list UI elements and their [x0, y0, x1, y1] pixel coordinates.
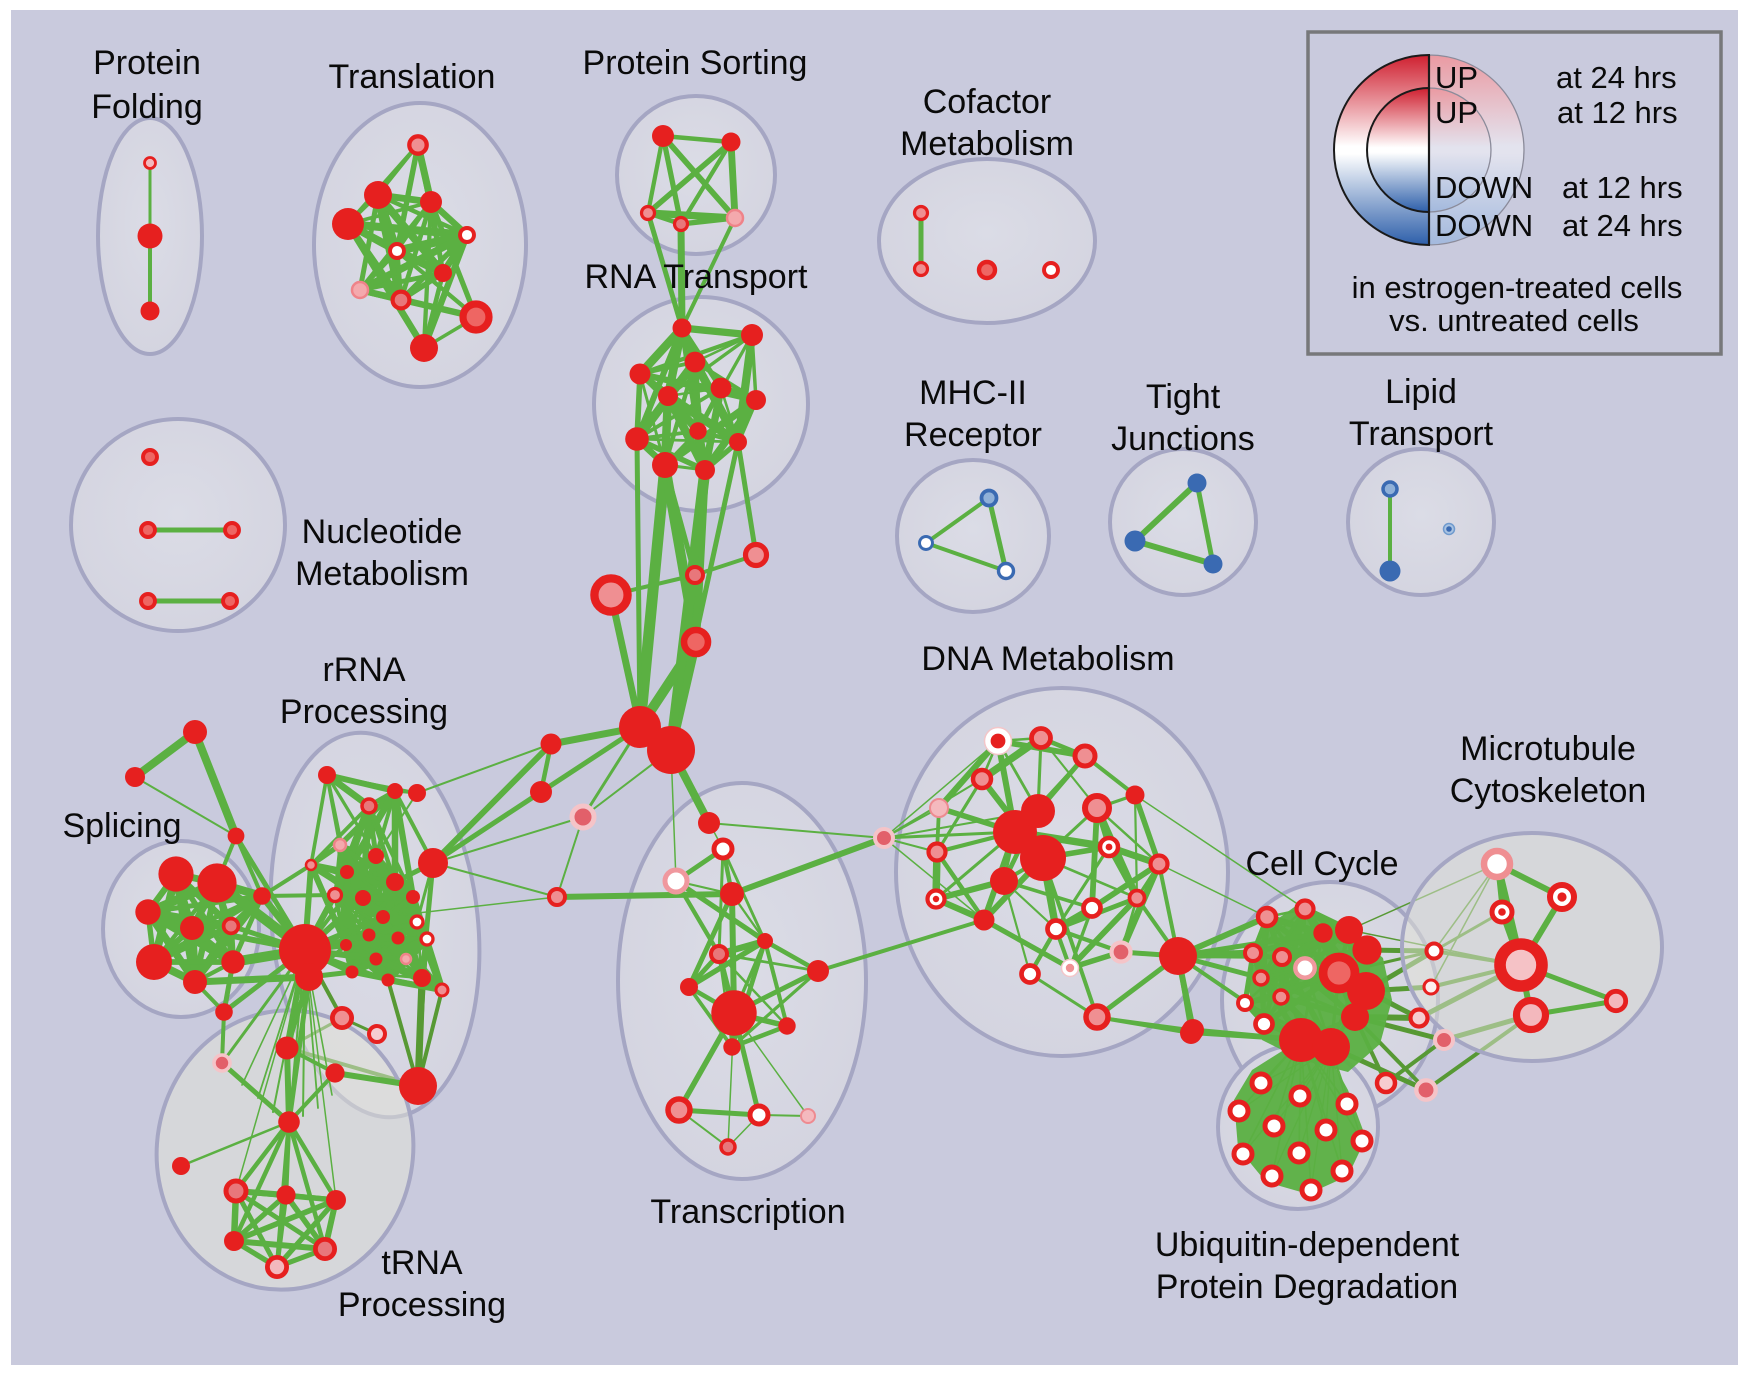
svg-text:Processing: Processing	[338, 1286, 506, 1324]
svg-text:Protein: Protein	[93, 44, 201, 82]
svg-text:Protein Sorting: Protein Sorting	[583, 44, 808, 82]
svg-text:Folding: Folding	[91, 88, 203, 126]
svg-text:Metabolism: Metabolism	[295, 555, 469, 593]
svg-text:Receptor: Receptor	[904, 416, 1042, 454]
svg-text:Ubiquitin-dependent: Ubiquitin-dependent	[1155, 1226, 1460, 1264]
svg-text:Protein Degradation: Protein Degradation	[1156, 1268, 1458, 1306]
svg-text:Tight: Tight	[1146, 378, 1221, 416]
svg-text:RNA Transport: RNA Transport	[585, 258, 809, 296]
svg-text:in estrogen-treated cells: in estrogen-treated cells	[1352, 270, 1683, 305]
svg-text:vs. untreated cells: vs. untreated cells	[1389, 303, 1639, 338]
svg-text:tRNA: tRNA	[381, 1244, 463, 1282]
svg-text:Transport: Transport	[1349, 415, 1494, 453]
svg-text:at 12 hrs: at 12 hrs	[1557, 95, 1678, 130]
svg-text:Processing: Processing	[280, 693, 448, 731]
svg-text:Cytoskeleton: Cytoskeleton	[1450, 772, 1647, 810]
svg-text:DNA Metabolism: DNA Metabolism	[921, 640, 1174, 678]
svg-text:DOWN: DOWN	[1435, 170, 1533, 205]
svg-text:Splicing: Splicing	[62, 807, 181, 845]
svg-text:Junctions: Junctions	[1111, 420, 1255, 458]
svg-text:Cell Cycle: Cell Cycle	[1245, 845, 1398, 883]
svg-text:Nucleotide: Nucleotide	[302, 513, 463, 551]
svg-text:rRNA: rRNA	[322, 651, 405, 689]
svg-text:at 24 hrs: at 24 hrs	[1562, 208, 1683, 243]
svg-text:at 12 hrs: at 12 hrs	[1562, 170, 1683, 205]
svg-text:Translation: Translation	[329, 58, 496, 96]
svg-text:DOWN: DOWN	[1435, 208, 1533, 243]
svg-text:Microtubule: Microtubule	[1460, 730, 1636, 768]
svg-text:Transcription: Transcription	[650, 1193, 845, 1231]
svg-text:Lipid: Lipid	[1385, 373, 1457, 411]
svg-text:Cofactor: Cofactor	[923, 83, 1052, 121]
svg-text:UP: UP	[1435, 60, 1478, 95]
svg-text:at 24 hrs: at 24 hrs	[1556, 60, 1677, 95]
svg-text:UP: UP	[1435, 95, 1478, 130]
svg-text:Metabolism: Metabolism	[900, 125, 1074, 163]
svg-text:MHC-II: MHC-II	[919, 374, 1027, 412]
